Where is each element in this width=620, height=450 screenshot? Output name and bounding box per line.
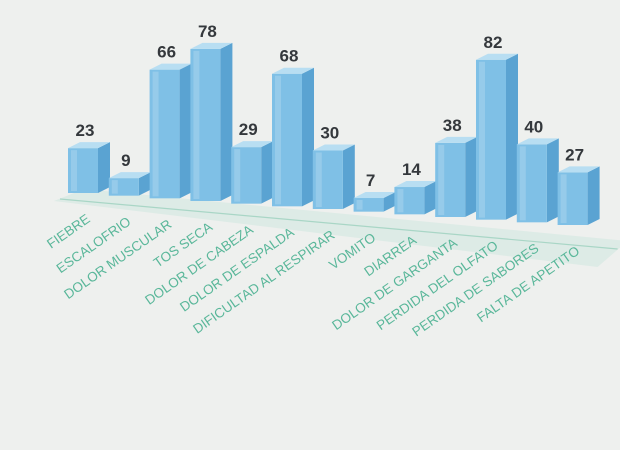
bar-front (108, 178, 139, 196)
bar-side (261, 141, 274, 204)
bar-front (353, 198, 384, 212)
bar-highlight (438, 144, 445, 215)
data-label: 14 (402, 160, 421, 179)
data-label: 82 (484, 33, 503, 52)
bar-highlight (356, 200, 363, 210)
bar-dificultad-al-respirar (312, 144, 355, 209)
bar-front (149, 69, 180, 199)
bar-top (394, 181, 437, 188)
bar-dolor-de-espalda (272, 67, 314, 207)
bar-highlight (152, 71, 159, 197)
bar-diarrea (394, 181, 437, 215)
bar-top (353, 192, 396, 199)
bar-highlight (519, 146, 526, 221)
bar-side (302, 67, 314, 207)
bar-highlight (111, 180, 118, 194)
bar-front (476, 59, 506, 220)
bar-top (190, 42, 233, 49)
bar-front (190, 48, 221, 202)
data-label: 9 (121, 151, 130, 170)
bar-dolor-de-garganta (435, 136, 478, 217)
bar-side (98, 142, 110, 193)
bar-fiebre (68, 142, 110, 193)
data-label: 66 (157, 43, 176, 62)
bar-dolor-de-cabeza (231, 141, 274, 204)
bar-side (138, 172, 151, 196)
bar-side (465, 136, 478, 217)
bar-highlight (479, 61, 485, 218)
bar-front (272, 73, 302, 207)
bar-falta-de-apetito (557, 166, 600, 225)
bar-top (312, 144, 355, 151)
bar-side (587, 166, 600, 225)
bar-highlight (397, 189, 404, 213)
bar-top (108, 172, 151, 179)
bar-perdida-del-olfato (476, 53, 518, 220)
data-label: 29 (239, 120, 258, 139)
chart-floor (54, 189, 620, 267)
x-axis-line (59, 198, 618, 250)
bar-highlight (193, 50, 200, 200)
bar-dolor-muscular (149, 63, 192, 199)
bar-top (149, 63, 192, 70)
data-label: 30 (320, 124, 339, 143)
bar-highlight (315, 152, 322, 207)
bar-front (516, 144, 547, 223)
bar-tos-seca (190, 42, 233, 202)
data-label: 38 (443, 116, 462, 135)
bar-top (272, 67, 314, 74)
data-label: 7 (366, 171, 375, 190)
bar-side (220, 42, 233, 202)
bar-side (342, 144, 355, 209)
bar-front (312, 150, 343, 209)
bar-highlight (71, 150, 77, 191)
bar-top (476, 53, 518, 60)
bar-highlight (234, 149, 241, 202)
bar-top (435, 136, 478, 143)
data-label: 78 (198, 22, 217, 41)
bar-top (231, 141, 274, 148)
bar-front (231, 147, 262, 204)
bar-perdida-de-sabores (516, 138, 559, 223)
bar-highlight (275, 75, 281, 205)
data-label: 68 (280, 47, 299, 66)
data-label: 40 (524, 117, 543, 136)
bar-side (383, 192, 396, 212)
bar-front (68, 148, 98, 193)
bar-escalofrio (108, 172, 151, 196)
bar-vomito (353, 192, 396, 212)
bar-front (435, 142, 466, 217)
bar-side (424, 181, 437, 215)
bar-side (506, 53, 518, 220)
bar-side (546, 138, 559, 223)
bar-side (179, 63, 192, 199)
bar-top (516, 138, 559, 145)
data-label: 23 (76, 121, 95, 140)
bar-highlight (560, 174, 567, 223)
bar-top (68, 142, 110, 149)
bar-front (557, 172, 588, 225)
bar-top (557, 166, 600, 173)
data-label: 27 (565, 145, 584, 164)
bar-front (394, 187, 425, 215)
